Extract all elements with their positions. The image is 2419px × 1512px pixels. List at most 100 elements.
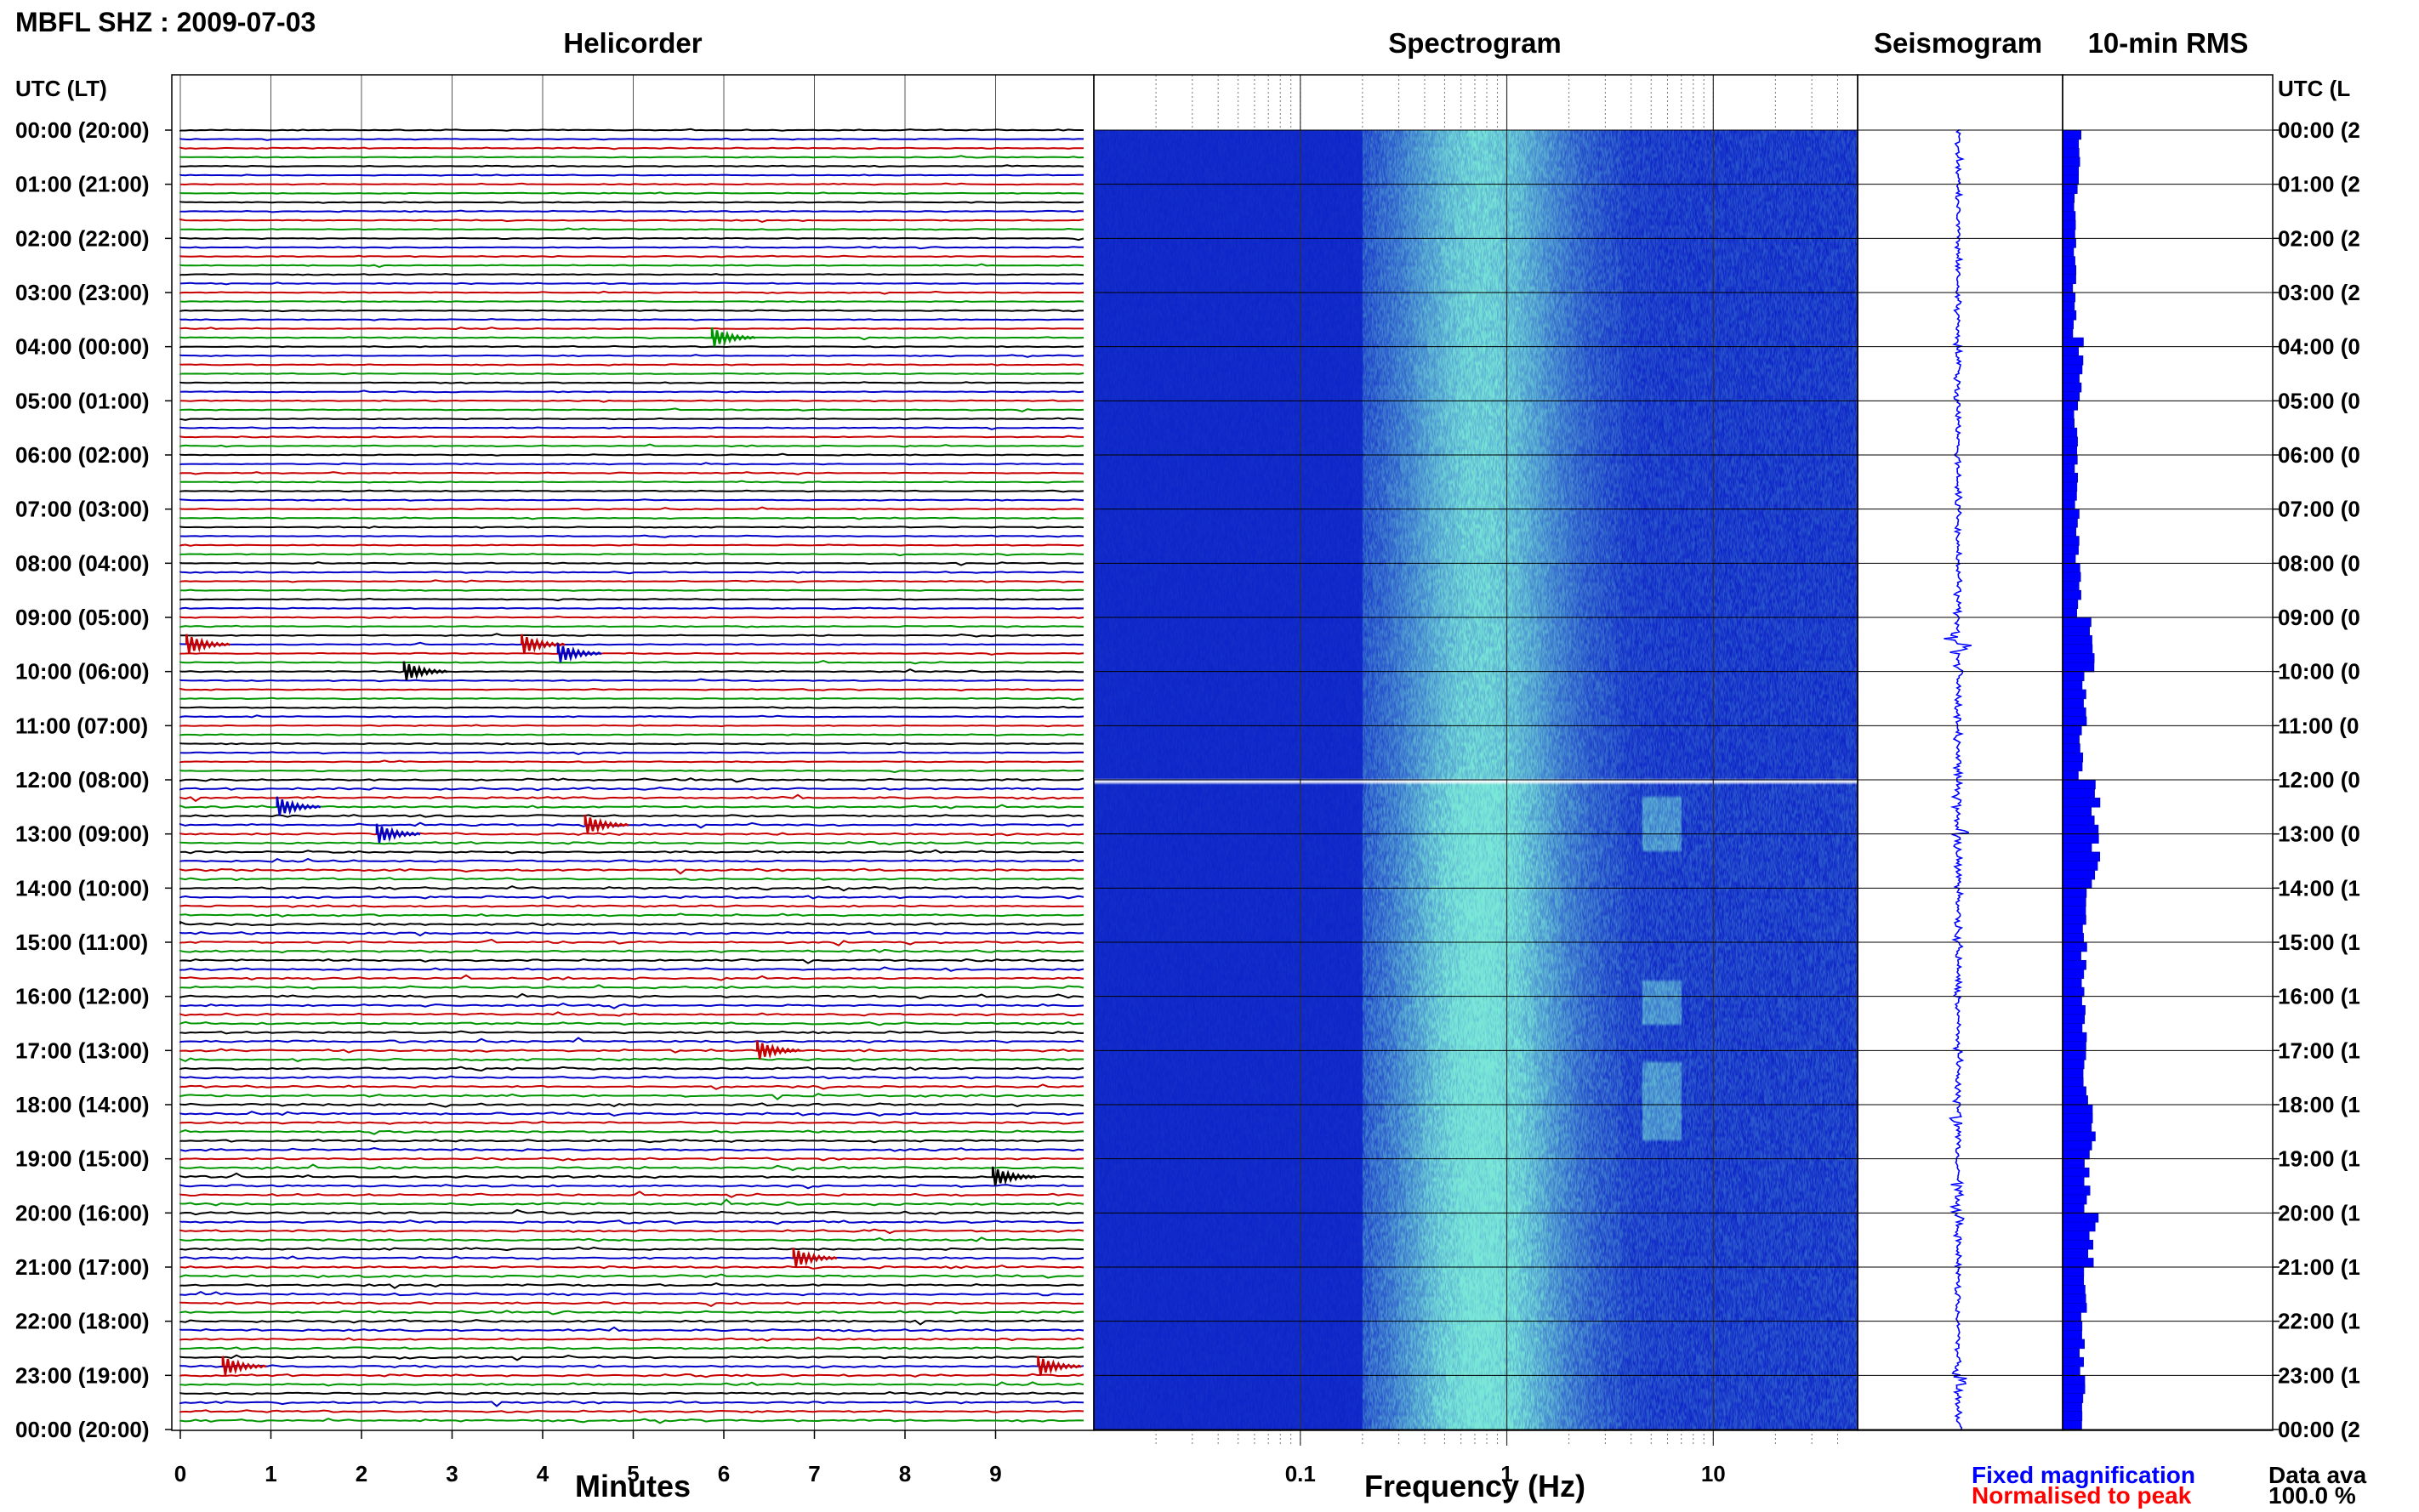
- helicorder-trace: [179, 1011, 1084, 1017]
- rms-bar: [2062, 1032, 2087, 1043]
- helicorder-trace: [179, 857, 1084, 863]
- helicorder-trace: [179, 1409, 1084, 1414]
- time-tick-label-right: 12:00 (0: [2278, 767, 2360, 793]
- time-tick-label-left: 09:00 (05:00): [15, 605, 150, 630]
- helicorder-trace: [179, 1157, 1084, 1162]
- helicorder-trace: [179, 777, 1084, 783]
- rms-bar: [2062, 617, 2092, 628]
- rms-bar: [2062, 264, 2077, 276]
- rms-bar: [2062, 436, 2078, 447]
- helicorder-event: [792, 1248, 838, 1267]
- helicorder-trace: [179, 705, 1084, 709]
- helicorder-x-tick-label: 0: [174, 1461, 186, 1486]
- spectrogram-panel: [1094, 75, 1858, 1446]
- helicorder-trace: [179, 506, 1084, 511]
- helicorder-trace: [179, 236, 1084, 242]
- helicorder-trace: [179, 471, 1084, 475]
- time-tick-label-right: 08:00 (0: [2278, 550, 2360, 576]
- helicorder-trace: [179, 1030, 1084, 1035]
- rms-bar: [2062, 554, 2076, 564]
- rms-bar: [2062, 1258, 2094, 1268]
- rms-bar: [2062, 1311, 2081, 1322]
- helicorder-event: [583, 814, 629, 834]
- helicorder-trace: [179, 958, 1084, 964]
- time-tick-label-right: 19:00 (1: [2278, 1146, 2360, 1172]
- helicorder-event: [375, 823, 421, 843]
- time-tick-label-right: 23:00 (1: [2278, 1362, 2360, 1388]
- rms-bar: [2062, 571, 2081, 583]
- rms-bar: [2062, 869, 2096, 880]
- rms-bar: [2062, 401, 2078, 411]
- helicorder-trace: [179, 588, 1084, 592]
- rms-bar: [2062, 680, 2083, 691]
- helicorder-trace: [179, 1057, 1084, 1063]
- rms-bar: [2062, 1203, 2085, 1214]
- helicorder-trace: [179, 974, 1084, 981]
- time-tick-label-left: 00:00 (20:00): [15, 1417, 150, 1442]
- rms-bar: [2062, 1041, 2086, 1051]
- helicorder-trace: [179, 1138, 1084, 1144]
- rms-bar: [2062, 1293, 2086, 1305]
- rms-bar: [2062, 816, 2095, 826]
- panel-frame: [1857, 74, 2063, 1431]
- rms-bar: [2062, 409, 2075, 420]
- rms-bar: [2062, 1248, 2089, 1259]
- time-tick-label-right: 10:00 (0: [2278, 659, 2360, 685]
- station-title: MBFL SHZ : 2009-07-03: [15, 7, 316, 37]
- helicorder-trace: [179, 1191, 1084, 1198]
- rms-bar: [2062, 1149, 2090, 1160]
- helicorder-trace: [179, 1048, 1084, 1054]
- helicorder-trace: [179, 309, 1084, 313]
- helicorder-trace: [179, 1301, 1084, 1308]
- time-tick-label-right: 16:00 (1: [2278, 984, 2360, 1009]
- rms-bar: [2062, 1194, 2087, 1205]
- time-tick-label-left: 17:00 (13:00): [15, 1037, 150, 1063]
- rms-bar: [2062, 599, 2079, 610]
- rms-bar: [2062, 1023, 2083, 1033]
- rms-bar: [2062, 391, 2080, 401]
- helicorder-x-tick-label: 3: [446, 1461, 458, 1486]
- helicorder-trace: [179, 1020, 1084, 1026]
- rms-bar: [2062, 861, 2098, 871]
- rms-bar: [2062, 156, 2080, 168]
- rms-bar: [2062, 1077, 2084, 1088]
- helicorder-trace: [179, 759, 1084, 764]
- rms-bar: [2062, 518, 2078, 528]
- helicorder-trace: [179, 372, 1084, 376]
- time-axis: 00:00 (20:00) 00:00 (2 01:00 (21:00) 01:00 …: [15, 117, 2360, 1442]
- helicorder-event: [556, 643, 602, 662]
- time-tick-label-left: 13:00 (09:00): [15, 821, 150, 847]
- helicorder-trace: [179, 561, 1084, 566]
- rms-bar: [2062, 481, 2078, 492]
- rms-bar: [2062, 1366, 2080, 1376]
- helicorder-x-tick-label: 7: [808, 1461, 820, 1486]
- rms-bar: [2062, 589, 2081, 600]
- helicorder-trace: [179, 1083, 1084, 1090]
- rms-bar: [2062, 581, 2080, 591]
- rms-bar: [2062, 193, 2075, 203]
- helicorder-trace: [179, 1326, 1084, 1333]
- helicorder-event: [276, 796, 322, 816]
- helicorder-x-tick-label: 4: [537, 1461, 549, 1486]
- helicorder-trace: [179, 1120, 1084, 1125]
- rms-bar: [2062, 924, 2083, 935]
- helicorder-trace: [179, 399, 1084, 403]
- time-tick-label-right: 05:00 (0: [2278, 388, 2360, 413]
- panel-frame: [2062, 74, 2274, 1431]
- helicorder-trace: [179, 263, 1084, 269]
- rms-bar: [2062, 427, 2078, 438]
- helicorder-trace: [179, 1146, 1084, 1152]
- time-tick-label-right: 09:00 (0: [2278, 605, 2360, 630]
- helicorder-trace: [179, 164, 1084, 168]
- helicorder-trace: [179, 606, 1084, 611]
- rms-bar: [2062, 978, 2082, 988]
- rms-bar: [2062, 238, 2076, 248]
- rms-bar: [2062, 878, 2092, 889]
- helicorder-trace: [179, 660, 1084, 665]
- helicorder-trace: [179, 299, 1084, 304]
- time-tick-label-left: 08:00 (04:00): [15, 550, 150, 576]
- rms-bar: [2062, 563, 2080, 573]
- rms-bar: [2062, 328, 2074, 338]
- helicorder-trace: [179, 804, 1084, 810]
- helicorder-trace: [179, 733, 1084, 736]
